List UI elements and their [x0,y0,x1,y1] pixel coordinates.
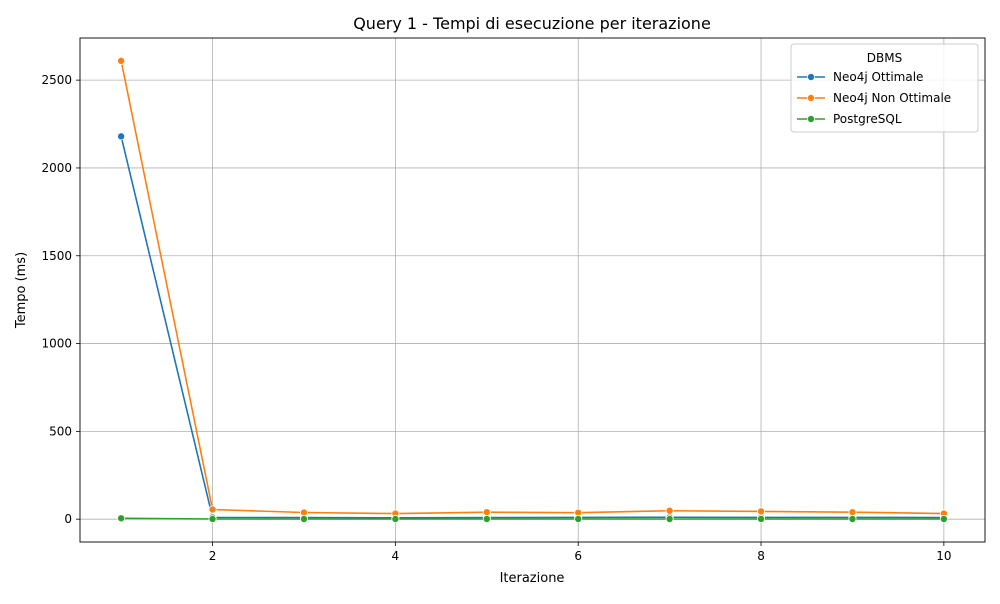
legend-swatch-marker [807,94,816,103]
data-point [208,514,217,523]
x-tick-label: 2 [209,549,217,563]
x-tick-label: 8 [757,549,765,563]
series-line [120,136,944,519]
x-tick-label: 6 [574,549,582,563]
data-point [117,132,126,141]
data-point [482,508,491,517]
legend-title: DBMS [867,51,902,65]
y-tick-label: 1000 [41,337,72,351]
y-tick-label: 2500 [41,73,72,87]
chart-title: Query 1 - Tempi di esecuzione per iteraz… [353,14,711,33]
data-point [665,514,674,523]
x-tick-label: 4 [392,549,400,563]
data-point [117,56,126,65]
data-point [299,514,308,523]
data-point [939,514,948,523]
axes: 2 4 6 8 10 0 500 1000 1500 2000 2500 [41,37,986,563]
data-point [391,514,400,523]
y-tick-label: 0 [64,512,72,526]
legend-swatch-marker [807,73,816,82]
data-point [757,514,766,523]
x-tick-label: 10 [936,549,951,563]
data-point [574,514,583,523]
data-point [848,514,857,523]
series-line [120,60,944,515]
data-point [848,508,857,517]
legend-entry: Neo4j Non Ottimale [833,91,951,105]
series-lines [117,56,948,523]
legend-entry: Neo4j Ottimale [833,70,923,84]
y-axis-label: Tempo (ms) [14,252,29,329]
data-point [482,514,491,523]
y-tick-label: 500 [49,424,72,438]
legend: DBMS Neo4j Ottimale Neo4j Non Ottimale Post… [790,43,979,133]
data-point [665,506,674,515]
x-axis-label: Iterazione [500,571,565,586]
legend-swatch-marker [807,115,816,124]
legend-box [790,43,979,133]
y-tick-label: 1500 [41,249,72,263]
legend-entry: PostgreSQL [833,112,902,126]
y-tick-label: 2000 [41,161,72,175]
series-line [121,517,944,520]
plot-frame [79,37,986,543]
data-point [117,514,126,523]
data-point [208,505,217,514]
data-point [757,507,766,516]
